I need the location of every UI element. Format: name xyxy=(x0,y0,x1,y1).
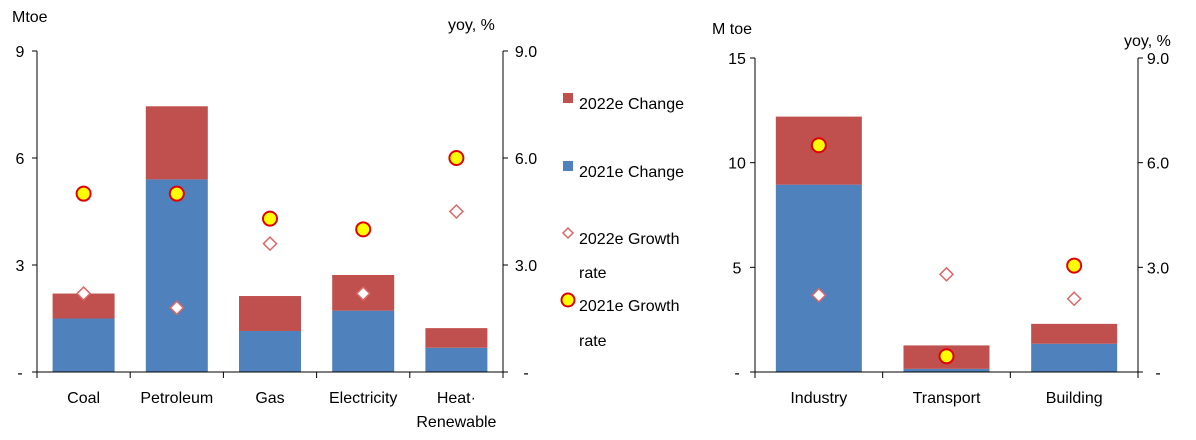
bar-2022e-change-2 xyxy=(239,296,301,331)
category-label-3: Electricity xyxy=(329,390,397,407)
category-label-0: Industry xyxy=(790,390,847,407)
bar-2021e-change-2 xyxy=(1031,343,1118,372)
bar-2021e-change-1 xyxy=(145,179,208,372)
chart-legend: 2022e Change 2021e Change 2022e Growth rate… xyxy=(560,93,684,350)
left-tick-label-0: - xyxy=(734,365,739,382)
marker-2022e-growth-rate-3 xyxy=(355,285,371,302)
marker-2021e-growth-rate-1 xyxy=(938,348,955,365)
bar-2021e-change-3 xyxy=(332,310,395,372)
legend-label-0: 2022e Change xyxy=(579,96,684,113)
category-label-4: Heat· xyxy=(437,390,476,407)
left-chart-panel: Mtoe yoy, % - 3 6 9 - 3.0 6.0 9.0 Coal Petroleum Gas… xyxy=(12,9,537,431)
left-tick-label-1: 5 xyxy=(733,260,742,277)
bar-2021e-change-0 xyxy=(775,184,862,372)
left-tick-label-0: - xyxy=(17,365,22,382)
left-tick-label-2: 6 xyxy=(16,151,25,168)
marker-2021e-growth-rate-3 xyxy=(355,221,372,238)
marker-2021e-growth-rate-2 xyxy=(1066,257,1083,274)
bar-2021e-change-1 xyxy=(903,368,990,372)
right-tick-label-2: 6.0 xyxy=(515,151,537,168)
bar-2021e-change-2 xyxy=(239,330,301,372)
legend-diamond-icon-2 xyxy=(561,226,575,240)
legend-label-2: 2022e Growth xyxy=(579,231,680,248)
right-axis-unit: yoy, % xyxy=(1124,33,1171,50)
legend-label-2-line-1: rate xyxy=(579,265,607,282)
left-tick-label-1: 3 xyxy=(16,258,25,275)
category-label-1: Petroleum xyxy=(140,390,213,407)
bar-2021e-change-0 xyxy=(52,318,115,372)
category-label-4-line-1: Renewable xyxy=(416,414,496,431)
category-label-1: Transport xyxy=(913,390,981,407)
legend-swatch-1 xyxy=(563,161,573,171)
category-label-2: Building xyxy=(1046,390,1103,407)
right-chart-panel: M toe yoy, % - 5 10 15 - 3.0 6.0 9.0 Industry Trans… xyxy=(712,21,1171,407)
left-axis-unit: Mtoe xyxy=(12,9,48,26)
legend-label-3-line-1: rate xyxy=(579,333,607,350)
bar-2022e-change-4 xyxy=(425,328,488,348)
marker-2022e-growth-rate-2 xyxy=(262,236,278,252)
legend-circle-icon-3 xyxy=(560,292,576,308)
marker-2022e-growth-rate-0 xyxy=(76,285,92,302)
marker-2022e-growth-rate-0 xyxy=(811,287,827,303)
legend-swatch-0 xyxy=(563,93,573,103)
marker-2021e-growth-rate-2 xyxy=(262,210,278,227)
marker-2021e-growth-rate-0 xyxy=(75,185,92,202)
marker-2022e-growth-rate-1 xyxy=(938,266,955,282)
right-tick-label-1: 3.0 xyxy=(1147,260,1169,277)
left-tick-label-3: 15 xyxy=(728,51,746,68)
bar-2021e-change-4 xyxy=(425,347,488,372)
marker-2021e-growth-rate-0 xyxy=(810,137,827,154)
bar-2022e-change-2 xyxy=(1031,323,1118,344)
left-tick-label-2: 10 xyxy=(728,156,746,173)
bar-2022e-change-1 xyxy=(145,106,208,180)
right-tick-label-0: - xyxy=(523,365,528,382)
category-label-2: Gas xyxy=(255,390,284,407)
legend-label-3: 2021e Growth xyxy=(579,298,680,315)
right-tick-label-1: 3.0 xyxy=(515,258,537,275)
right-axis-unit: yoy, % xyxy=(448,17,495,34)
category-label-0: Coal xyxy=(67,390,100,407)
right-tick-label-3: 9.0 xyxy=(515,44,537,61)
legend-label-1: 2021e Change xyxy=(579,164,684,181)
right-tick-label-2: 6.0 xyxy=(1147,156,1169,173)
marker-2022e-growth-rate-1 xyxy=(169,300,185,316)
marker-2021e-growth-rate-4 xyxy=(448,150,465,166)
right-tick-label-3: 9.0 xyxy=(1147,51,1169,68)
marker-2021e-growth-rate-1 xyxy=(168,185,185,202)
marker-2022e-growth-rate-2 xyxy=(1066,291,1082,307)
left-axis-unit: M toe xyxy=(712,21,752,38)
marker-2022e-growth-rate-4 xyxy=(448,203,464,220)
left-tick-label-3: 9 xyxy=(16,44,25,61)
right-tick-label-0: - xyxy=(1155,365,1160,382)
